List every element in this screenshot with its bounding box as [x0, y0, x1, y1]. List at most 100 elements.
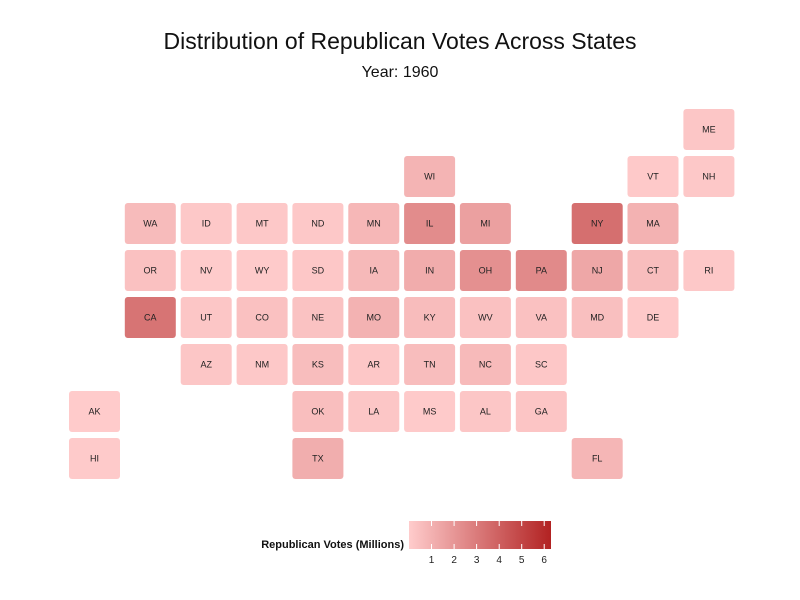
state-tile-rect	[180, 250, 232, 291]
state-tile-rect	[236, 297, 288, 338]
state-tile-rect	[459, 297, 511, 338]
state-tile-sc: SC	[515, 344, 567, 385]
state-tile-rect	[124, 250, 176, 291]
state-label: IL	[426, 219, 434, 229]
legend-tick-label: 4	[496, 555, 502, 566]
state-label: NJ	[592, 266, 603, 276]
state-label: FL	[592, 454, 603, 464]
state-tile-rect	[404, 391, 456, 432]
state-label: KY	[424, 313, 436, 323]
state-tile-rect	[627, 156, 679, 197]
state-tile-mt: MT	[236, 203, 288, 244]
state-label: MT	[256, 219, 269, 229]
state-label: OK	[311, 407, 324, 417]
state-label: AR	[368, 360, 381, 370]
state-label: IA	[370, 266, 379, 276]
state-tile-rect	[515, 250, 567, 291]
state-label: UT	[200, 313, 212, 323]
state-tile-ri: RI	[683, 250, 735, 291]
state-tile-rect	[348, 250, 400, 291]
state-tile-rect	[404, 203, 456, 244]
state-tile-rect	[515, 344, 567, 385]
legend-tick-label: 2	[451, 555, 457, 566]
state-tile-rect	[236, 250, 288, 291]
state-tile-rect	[404, 156, 456, 197]
state-label: NC	[479, 360, 492, 370]
state-label: ME	[702, 125, 716, 135]
state-tile-rect	[515, 297, 567, 338]
state-tile-ak: AK	[69, 391, 120, 432]
state-label: NE	[312, 313, 325, 323]
state-label: VT	[647, 172, 659, 182]
state-tile-or: OR	[124, 250, 176, 291]
state-tile-mn: MN	[348, 203, 400, 244]
state-tile-me: ME	[683, 109, 735, 150]
state-tile-rect	[348, 391, 400, 432]
state-label: MI	[480, 219, 490, 229]
state-tile-rect	[459, 203, 511, 244]
state-tile-in: IN	[404, 250, 456, 291]
state-label: MA	[646, 219, 660, 229]
state-tile-rect	[348, 344, 400, 385]
state-tile-rect	[292, 250, 344, 291]
state-tile-az: AZ	[180, 344, 232, 385]
state-tile-rect	[683, 250, 735, 291]
state-label: WI	[424, 172, 435, 182]
state-tile-rect	[627, 297, 679, 338]
state-label: WV	[478, 313, 493, 323]
state-tile-rect	[69, 391, 120, 432]
state-tile-ks: KS	[292, 344, 344, 385]
state-label: IN	[425, 266, 434, 276]
state-label: TN	[424, 360, 436, 370]
state-label: AZ	[200, 360, 212, 370]
state-tile-rect	[292, 438, 344, 479]
state-label: RI	[704, 266, 713, 276]
state-tile-rect	[571, 250, 623, 291]
state-tile-rect	[404, 344, 456, 385]
state-label: SC	[535, 360, 548, 370]
state-tile-rect	[404, 250, 456, 291]
state-tile-rect	[627, 250, 679, 291]
state-tile-va: VA	[515, 297, 567, 338]
state-label: MN	[367, 219, 381, 229]
state-label: CT	[647, 266, 659, 276]
state-label: ND	[311, 219, 324, 229]
state-tile-rect	[124, 297, 176, 338]
state-tile-rect	[627, 203, 679, 244]
state-tile-hi: HI	[69, 438, 120, 479]
state-tile-rect	[515, 391, 567, 432]
state-label: MD	[590, 313, 604, 323]
state-label: MO	[367, 313, 382, 323]
legend-title: Republican Votes (Millions)	[261, 539, 404, 551]
state-tile-ar: AR	[348, 344, 400, 385]
state-label: OR	[144, 266, 158, 276]
state-label: NY	[591, 219, 604, 229]
color-legend: Republican Votes (Millions) 1 2 3 4 5 6	[261, 521, 551, 566]
state-tile-rect	[404, 297, 456, 338]
state-label: GA	[535, 407, 548, 417]
state-tile-rect	[180, 203, 232, 244]
state-label: PA	[536, 266, 547, 276]
state-tile-co: CO	[236, 297, 288, 338]
state-tile-pa: PA	[515, 250, 567, 291]
state-tile-rect	[459, 250, 511, 291]
state-label: MS	[423, 407, 437, 417]
state-tile-fl: FL	[571, 438, 623, 479]
state-tile-rect	[683, 109, 735, 150]
state-tile-wy: WY	[236, 250, 288, 291]
state-tile-rect	[292, 391, 344, 432]
state-label: CA	[144, 313, 157, 323]
state-tile-al: AL	[459, 391, 511, 432]
state-label: AK	[88, 407, 100, 417]
legend-tick-label: 3	[474, 555, 480, 566]
legend-tick-label: 1	[429, 555, 435, 566]
state-tile-de: DE	[627, 297, 679, 338]
state-tile-ky: KY	[404, 297, 456, 338]
state-tile-rect	[348, 203, 400, 244]
state-tile-rect	[292, 297, 344, 338]
state-label: DE	[647, 313, 660, 323]
state-tile-rect	[348, 297, 400, 338]
state-tile-oh: OH	[459, 250, 511, 291]
state-label: NM	[255, 360, 269, 370]
